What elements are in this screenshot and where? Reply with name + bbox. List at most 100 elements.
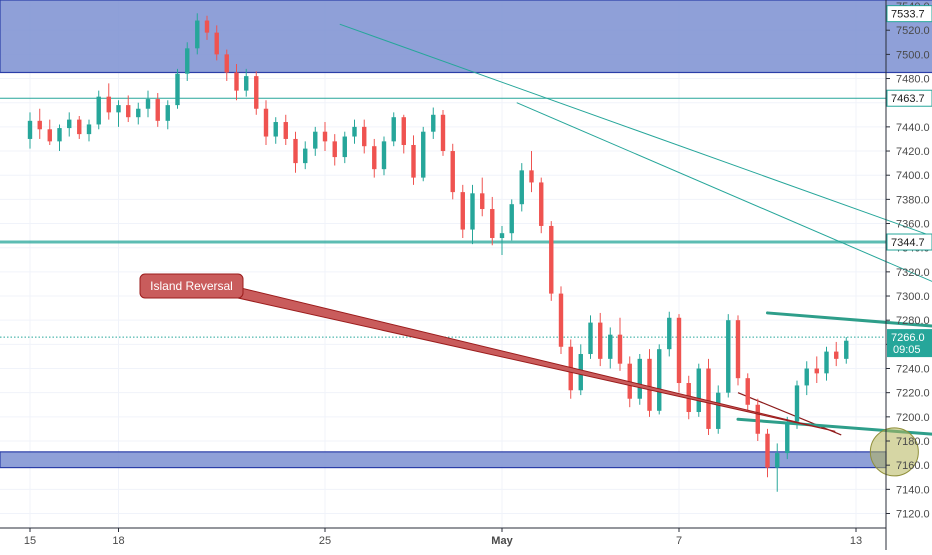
candle-body — [136, 109, 140, 117]
candle-body — [588, 323, 592, 354]
candle-body — [736, 320, 740, 378]
candle-body — [195, 21, 199, 49]
candle-body — [67, 120, 71, 128]
price-level-label: 7533.7 — [891, 9, 925, 21]
candle-body — [57, 128, 61, 141]
candle-body — [647, 359, 651, 411]
price-tick-label: 7160.0 — [896, 460, 930, 472]
time-tick-label: 18 — [112, 535, 124, 547]
candle — [677, 314, 681, 393]
candle-body — [156, 99, 160, 121]
candle-body — [618, 335, 622, 364]
candle-body — [274, 122, 278, 136]
price-tick-label: 7520.0 — [896, 25, 930, 37]
candle-body — [97, 97, 101, 125]
candle — [451, 144, 455, 200]
candle-body — [756, 405, 760, 434]
price-tick-label: 7320.0 — [896, 267, 930, 279]
candle-body — [28, 121, 32, 139]
last-price-label: 7266.0 — [891, 332, 925, 344]
price-tick-label: 7180.0 — [896, 436, 930, 448]
price-tick-label: 7240.0 — [896, 364, 930, 376]
resistance-zone — [0, 0, 932, 72]
candle-body — [520, 170, 524, 204]
candle — [638, 354, 642, 405]
candle-body — [343, 137, 347, 158]
time-tick-label: 13 — [850, 535, 862, 547]
candle-body — [38, 121, 42, 129]
price-level-label: 7344.7 — [891, 237, 925, 249]
candle-body — [303, 149, 307, 163]
candle-body — [500, 233, 504, 238]
candle-body — [598, 323, 602, 359]
candle — [726, 314, 730, 397]
candle-body — [716, 393, 720, 429]
price-tick-label: 7400.0 — [896, 170, 930, 182]
candle — [175, 69, 179, 109]
candle — [441, 110, 445, 156]
candle — [539, 178, 543, 234]
candle-body — [441, 115, 445, 151]
candle-body — [795, 385, 799, 421]
candle-body — [362, 127, 366, 146]
candle-body — [382, 141, 386, 169]
candle-body — [126, 105, 130, 117]
candle-body — [215, 33, 219, 55]
candle-body — [402, 117, 406, 145]
candle-body — [284, 122, 288, 139]
price-tick-label: 7280.0 — [896, 315, 930, 327]
candle-body — [529, 170, 533, 182]
price-tick-label: 7380.0 — [896, 194, 930, 206]
candle-body — [77, 120, 81, 134]
candle-body — [657, 349, 661, 411]
candle-body — [254, 76, 258, 109]
candle-body — [421, 132, 425, 178]
candle-body — [323, 132, 327, 142]
candle-body — [166, 105, 170, 121]
candle — [421, 127, 425, 181]
candle-body — [667, 318, 671, 349]
candle-body — [333, 141, 337, 157]
candle-body — [313, 132, 317, 149]
candle-body — [844, 341, 848, 359]
candle-body — [470, 193, 474, 229]
candle-body — [765, 434, 769, 468]
candle — [549, 221, 553, 301]
candle-body — [352, 127, 356, 137]
bar-countdown: 09:05 — [893, 344, 921, 356]
price-tick-label: 7140.0 — [896, 484, 930, 496]
candle-body — [411, 145, 415, 178]
price-tick-label: 7300.0 — [896, 291, 930, 303]
price-tick-label: 7360.0 — [896, 219, 930, 231]
candle — [254, 71, 258, 114]
candle-body — [146, 99, 150, 109]
candle-body — [234, 72, 238, 90]
candle-body — [785, 422, 789, 453]
candle-body — [677, 318, 681, 383]
candle — [706, 359, 710, 435]
candle-body — [726, 320, 730, 392]
price-level-label: 7463.7 — [891, 93, 925, 105]
candle-body — [746, 378, 750, 405]
candle-body — [805, 369, 809, 386]
price-tick-label: 7200.0 — [896, 412, 930, 424]
candle — [647, 349, 651, 417]
callout-label: Island Reversal — [150, 279, 233, 293]
candle — [520, 163, 524, 211]
time-tick-label: 15 — [24, 535, 36, 547]
candle — [392, 112, 396, 146]
candle-body — [48, 129, 52, 141]
candle-body — [293, 139, 297, 163]
price-tick-label: 7500.0 — [896, 49, 930, 61]
support-zone — [0, 452, 886, 468]
price-tick-label: 7440.0 — [896, 122, 930, 134]
candle-body — [244, 76, 248, 90]
candle-body — [87, 124, 91, 134]
candle-body — [697, 369, 701, 412]
candle-body — [815, 369, 819, 374]
time-tick-label: 7 — [676, 535, 682, 547]
candle-body — [834, 352, 838, 359]
candle-body — [392, 117, 396, 141]
